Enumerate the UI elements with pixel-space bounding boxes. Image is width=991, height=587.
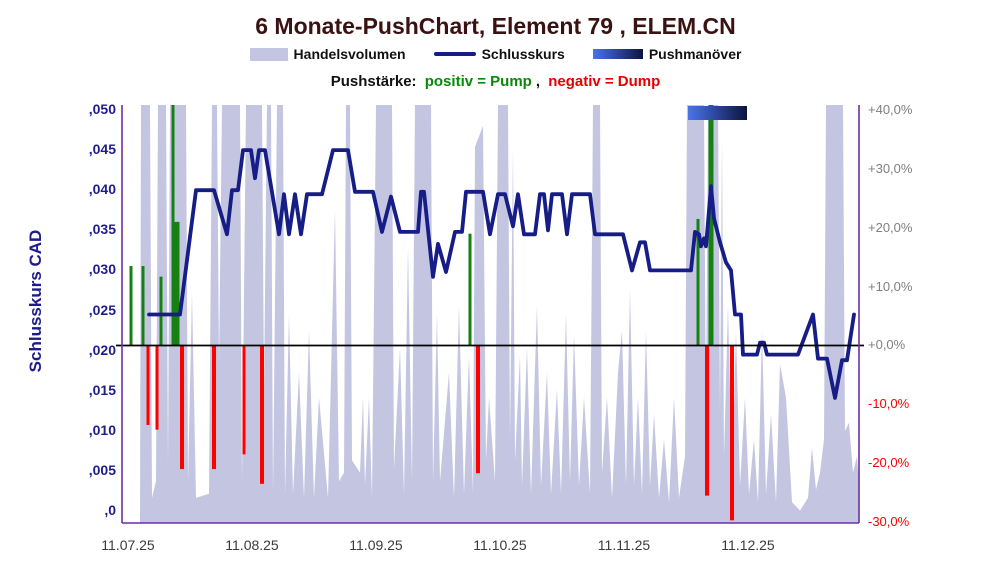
x-axis-tick-label: 11.07.25 xyxy=(101,537,155,553)
right-axis-tick-label: +20,0% xyxy=(868,219,913,235)
pump-bar xyxy=(141,266,145,346)
subtitle-negative: negativ = Dump xyxy=(548,73,661,90)
pump-bar xyxy=(468,233,472,346)
pump-bar xyxy=(696,218,700,346)
plot-area xyxy=(129,105,859,523)
left-axis-tick-label: ,005 xyxy=(88,461,116,478)
x-axis-tick-label: 11.10.25 xyxy=(473,537,527,553)
chart-title: 6 Monate-PushChart, Element 79 , ELEM.CN xyxy=(255,13,736,39)
right-axis-tick-label: -10,0% xyxy=(868,396,910,412)
x-axis-tick-label: 11.09.25 xyxy=(349,537,403,553)
pump-bar xyxy=(171,105,175,346)
right-axis-tick-label: -20,0% xyxy=(868,455,910,471)
dump-bar xyxy=(260,345,264,484)
left-axis-tick-label: ,020 xyxy=(88,341,116,358)
x-axis-tick-label: 11.12.25 xyxy=(721,537,775,553)
left-axis-tick-label: ,0 xyxy=(104,502,116,518)
dump-bar xyxy=(212,345,216,470)
right-axis-tick-label: +10,0% xyxy=(868,278,913,294)
left-axis-tick-label: ,040 xyxy=(88,181,116,198)
left-axis-tick-label: ,045 xyxy=(88,141,116,158)
right-axis-tick-label: +30,0% xyxy=(868,160,913,176)
left-axis-tick-label: ,025 xyxy=(88,301,116,318)
subtitle-prefix: Pushstärke: xyxy=(330,73,417,90)
left-axis-title: Schlusskurs CAD xyxy=(26,229,45,373)
left-axis-tick-label: ,035 xyxy=(88,221,116,238)
legend-item-close: Schlusskurs xyxy=(433,46,565,62)
pump-bar xyxy=(159,276,163,346)
legend-close-label: Schlusskurs xyxy=(481,46,565,62)
subtitle-separator: , xyxy=(535,73,541,90)
right-axis-tick-label: +0,0% xyxy=(868,337,906,353)
legend-item-push: Pushmanöver xyxy=(592,46,742,62)
price-line xyxy=(147,148,856,400)
dump-bar xyxy=(146,345,150,425)
x-axis-tick-label: 11.08.25 xyxy=(225,537,279,553)
right-axis-tick-label: +40,0% xyxy=(868,102,913,117)
push-strength-subtitle: Pushstärke: positiv = Pump, negativ = Du… xyxy=(0,73,991,90)
volume-swatch-icon xyxy=(249,47,288,61)
push-maneuver-bar xyxy=(688,106,747,120)
dump-bar xyxy=(730,345,734,521)
left-axis-tick-label: ,010 xyxy=(88,421,116,438)
close-line-swatch-icon xyxy=(433,52,476,56)
left-axis-tick-label: ,050 xyxy=(88,101,116,117)
dump-bar xyxy=(476,345,480,474)
x-axis-tick-label: 11.11.25 xyxy=(597,537,651,553)
volume-area xyxy=(140,105,859,523)
subtitle-positive: positiv = Pump xyxy=(424,73,532,90)
right-axis-tick-label: -30,0% xyxy=(868,514,910,530)
legend-push-label: Pushmanöver xyxy=(648,46,742,62)
dump-bar xyxy=(705,345,709,496)
legend-item-volume: Handelsvolumen xyxy=(249,46,406,62)
pump-bar xyxy=(708,105,714,346)
left-axis-tick-label: ,015 xyxy=(88,381,116,398)
left-axis-tick-label: ,030 xyxy=(88,261,116,278)
push-swatch-icon xyxy=(592,49,643,59)
dump-bar xyxy=(242,345,246,455)
pump-bar xyxy=(174,221,180,346)
dump-bar xyxy=(155,345,159,430)
dump-bar xyxy=(180,345,184,470)
chart-legend: Handelsvolumen Schlusskurs Pushmanöver xyxy=(0,46,991,62)
legend-volume-label: Handelsvolumen xyxy=(293,46,406,62)
pump-bar xyxy=(129,266,133,346)
